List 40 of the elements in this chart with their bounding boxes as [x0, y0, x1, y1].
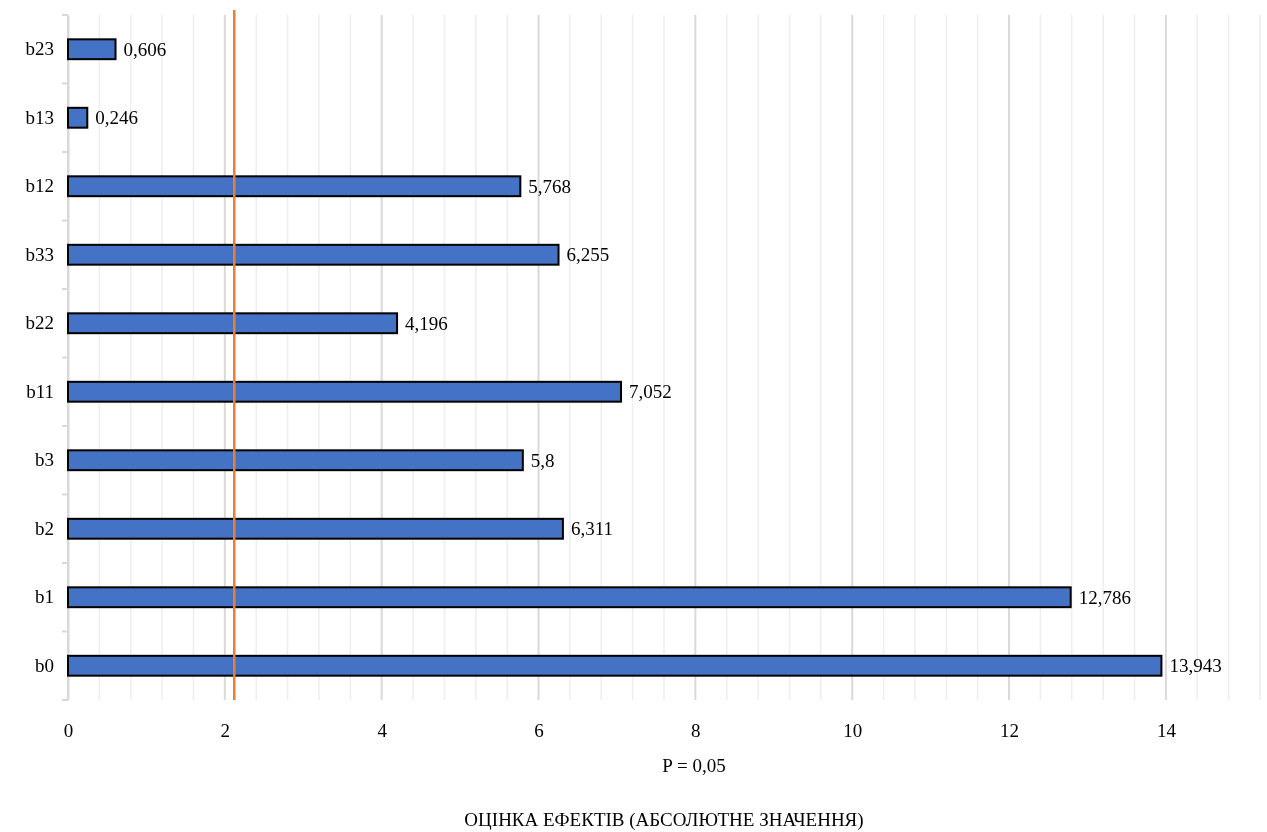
x-tick-label: 14 [1156, 720, 1177, 742]
data-label: 4,196 [405, 312, 448, 334]
x-tick-label: 4 [377, 720, 388, 742]
bar [67, 380, 623, 403]
y-tick-label: b3 [35, 449, 54, 471]
y-tick-label: b1 [35, 586, 54, 608]
x-axis-title: ОЦІНКА ЕФЕКТІВ (АБСОЛЮТНЕ ЗНАЧЕННЯ) [464, 809, 864, 831]
y-tick-label: b23 [25, 38, 54, 60]
bar [67, 449, 524, 472]
y-tick-label: b0 [35, 654, 54, 676]
x-tick-label: 6 [534, 720, 544, 742]
y-tick-label: b12 [25, 175, 54, 197]
x-tick-label: 2 [220, 720, 231, 742]
y-tick-label: b22 [25, 312, 54, 334]
data-label: 5,8 [530, 449, 555, 471]
bar [67, 586, 1072, 609]
data-label: 7,052 [629, 381, 672, 403]
text: P = 0,05 [662, 755, 726, 776]
bar [67, 654, 1163, 677]
data-label: 5,768 [528, 175, 572, 197]
bar [67, 517, 564, 540]
y-tick-label: b33 [25, 243, 54, 265]
x-tick-label: 10 [843, 720, 863, 742]
bar [67, 312, 399, 335]
data-label: 6,255 [566, 244, 610, 266]
bar [67, 243, 560, 266]
x-tick-label: 0 [63, 720, 74, 742]
data-label: 12,786 [1078, 586, 1131, 608]
y-tick-label: b2 [35, 517, 54, 539]
data-label: 6,311 [570, 518, 613, 540]
data-label: 0,246 [95, 107, 139, 129]
bar [67, 175, 522, 198]
data-label: 13,943 [1169, 655, 1222, 677]
y-tick-label: b13 [25, 106, 54, 128]
bar [67, 38, 117, 61]
x-tick-label: 8 [691, 720, 701, 742]
bar [67, 106, 89, 129]
data-label: 0,606 [123, 38, 167, 60]
x-tick-label: 12 [1000, 720, 1020, 742]
y-tick-label: b11 [26, 380, 54, 402]
